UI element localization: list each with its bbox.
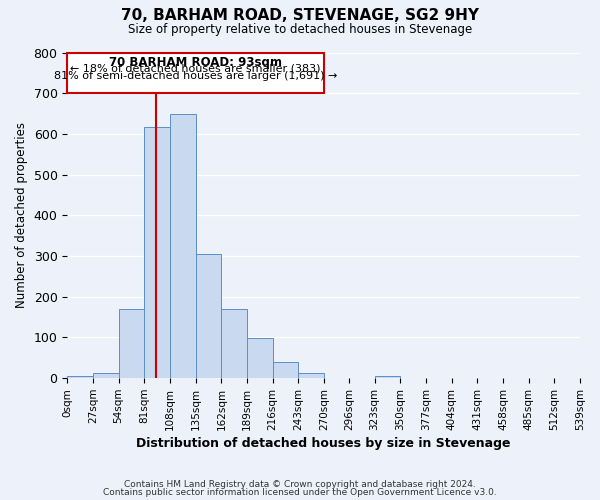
Text: Contains HM Land Registry data © Crown copyright and database right 2024.: Contains HM Land Registry data © Crown c… [124, 480, 476, 489]
Bar [67, 52, 324, 93]
Bar [221, 309, 247, 378]
Text: 70, BARHAM ROAD, STEVENAGE, SG2 9HY: 70, BARHAM ROAD, STEVENAGE, SG2 9HY [121, 8, 479, 22]
Bar [374, 376, 400, 378]
Text: 70 BARHAM ROAD: 93sqm: 70 BARHAM ROAD: 93sqm [109, 56, 282, 69]
Bar [298, 373, 324, 378]
Text: Contains public sector information licensed under the Open Government Licence v3: Contains public sector information licen… [103, 488, 497, 497]
Bar [196, 254, 221, 378]
Bar [93, 374, 119, 378]
Y-axis label: Number of detached properties: Number of detached properties [15, 122, 28, 308]
Bar [67, 376, 93, 378]
Text: 81% of semi-detached houses are larger (1,691) →: 81% of semi-detached houses are larger (… [54, 71, 337, 81]
Bar [247, 338, 273, 378]
Bar [119, 309, 145, 378]
Text: ← 18% of detached houses are smaller (383): ← 18% of detached houses are smaller (38… [70, 64, 321, 74]
Bar [145, 126, 170, 378]
Text: Size of property relative to detached houses in Stevenage: Size of property relative to detached ho… [128, 22, 472, 36]
Bar [273, 362, 298, 378]
Bar [170, 114, 196, 378]
X-axis label: Distribution of detached houses by size in Stevenage: Distribution of detached houses by size … [136, 437, 511, 450]
